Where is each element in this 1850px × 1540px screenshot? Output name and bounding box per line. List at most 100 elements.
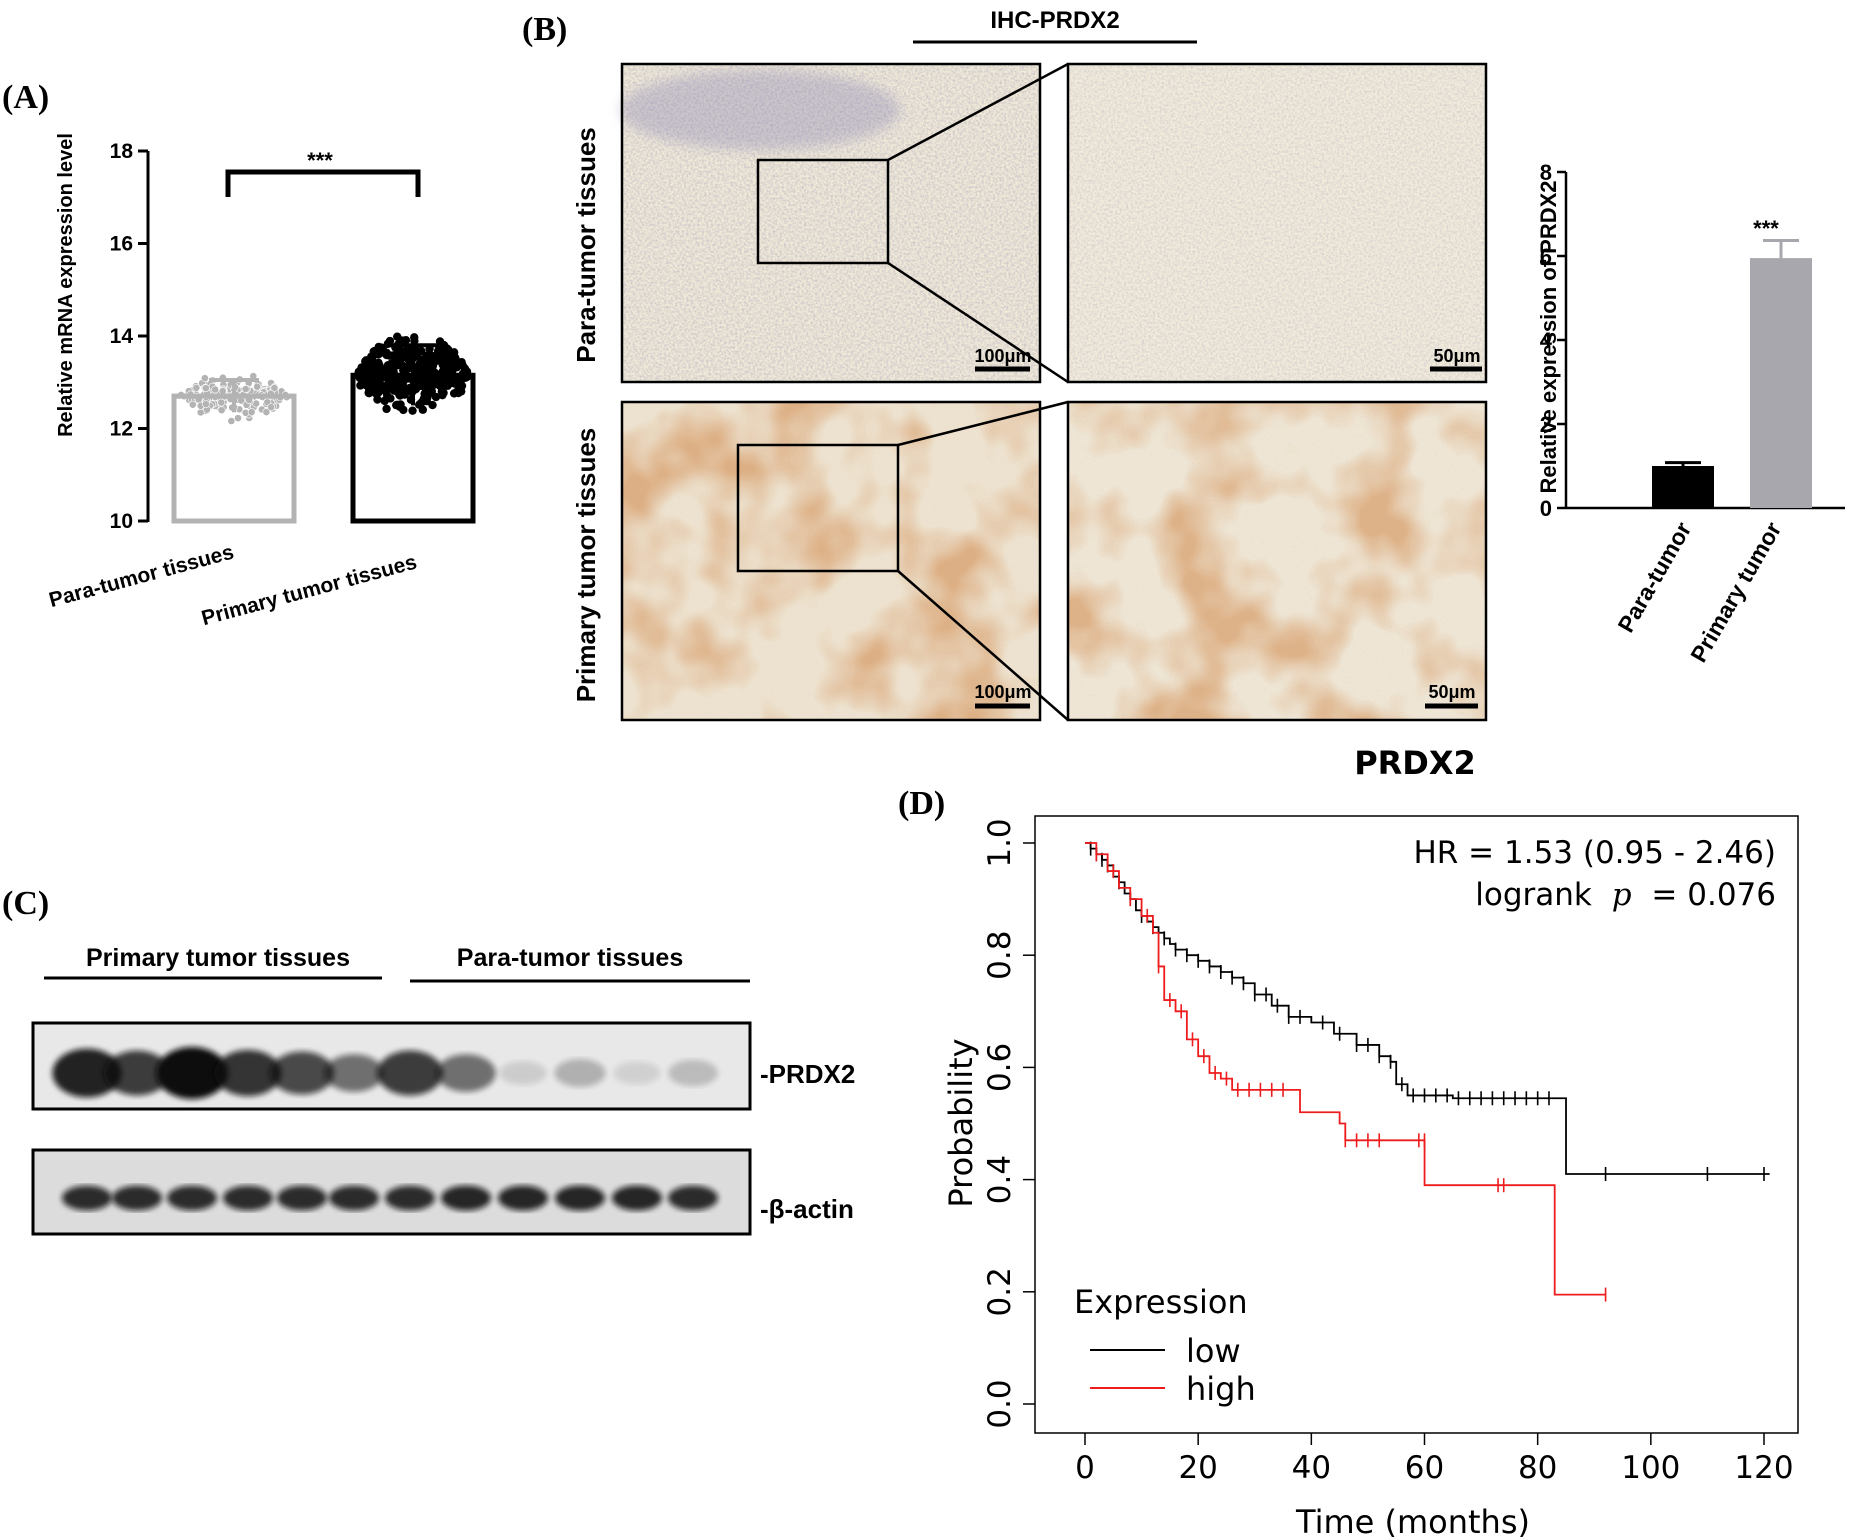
legend-entry: low bbox=[1186, 1332, 1241, 1370]
panel-b-label: (B) bbox=[522, 11, 567, 48]
data-point bbox=[253, 382, 262, 391]
data-point bbox=[267, 403, 275, 412]
y-tick-label: 0.2 bbox=[982, 1267, 1018, 1316]
panel-d-annotation-logrank: logrank p = 0.076 bbox=[1475, 877, 1776, 913]
data-point bbox=[192, 383, 201, 392]
y-tick-label: 0.6 bbox=[982, 1043, 1018, 1092]
data-point bbox=[414, 360, 424, 369]
western-band-label: -PRDX2 bbox=[760, 1059, 855, 1089]
data-point bbox=[408, 406, 417, 415]
western-band bbox=[385, 1185, 435, 1211]
y-tick-label: 4 bbox=[1540, 328, 1553, 353]
panel-b-bar-y-axis-label: Relative expression of PRDX2 bbox=[1536, 180, 1561, 493]
data-point bbox=[410, 333, 419, 342]
panel-a-points bbox=[171, 332, 476, 524]
panel-d-x-axis-label: Time (months) bbox=[1295, 1503, 1530, 1540]
data-point bbox=[427, 378, 437, 387]
panel-b: (B) IHC-PRDX2 Para-tumor tissues Primary… bbox=[522, 7, 1845, 722]
data-point bbox=[377, 343, 386, 352]
y-tick-label: 1.0 bbox=[982, 818, 1018, 867]
data-point bbox=[393, 332, 402, 341]
panel-b-bars bbox=[1652, 238, 1812, 508]
mean-bar bbox=[171, 393, 297, 524]
panel-d-title: PRDX2 bbox=[1354, 744, 1476, 782]
data-point bbox=[247, 408, 256, 416]
data-point bbox=[270, 384, 279, 392]
data-point bbox=[234, 414, 242, 423]
scale-bar: 50μm bbox=[1430, 346, 1482, 372]
data-point bbox=[211, 385, 220, 394]
zoom-indicator-para bbox=[756, 62, 1069, 384]
logrank-prefix: logrank bbox=[1475, 877, 1592, 913]
data-point bbox=[217, 406, 226, 415]
data-point bbox=[356, 381, 365, 390]
data-point bbox=[450, 354, 459, 364]
micrograph-para-tumor-high bbox=[1066, 62, 1488, 384]
data-point bbox=[386, 394, 395, 403]
y-tick-label: 0.0 bbox=[982, 1379, 1018, 1428]
western-band bbox=[104, 1050, 170, 1096]
panel-d-curves bbox=[1085, 841, 1770, 1302]
panel-c-label: (C) bbox=[2, 885, 49, 922]
western-blot-actin bbox=[31, 1148, 752, 1236]
panel-c: (C) Primary tumor tissues Para-tumor tis… bbox=[2, 885, 855, 1236]
data-point bbox=[433, 346, 443, 356]
x-tick-label: 80 bbox=[1518, 1450, 1557, 1486]
data-point bbox=[387, 383, 396, 392]
data-point bbox=[444, 353, 453, 362]
data-point bbox=[420, 381, 429, 390]
plot-frame bbox=[1034, 815, 1799, 1434]
panel-a-axes: 10 12 14 16 18 bbox=[110, 140, 150, 533]
panel-b-header: IHC-PRDX2 bbox=[990, 7, 1119, 34]
western-band bbox=[555, 1185, 605, 1211]
western-blot-prdx2 bbox=[31, 1021, 752, 1111]
y-tick-label: 16 bbox=[110, 233, 133, 256]
western-band bbox=[499, 1061, 547, 1085]
data-point bbox=[431, 392, 441, 402]
western-group-label: Primary tumor tissues bbox=[86, 944, 350, 972]
micrograph-primary-tumor-low bbox=[620, 400, 1042, 722]
data-point bbox=[417, 346, 426, 356]
y-tick-label: 0 bbox=[1540, 496, 1552, 521]
data-point bbox=[400, 383, 409, 392]
panel-d-y-axis-label: Probability bbox=[942, 1038, 980, 1207]
western-band bbox=[156, 1047, 228, 1099]
panel-d-label: (D) bbox=[898, 785, 945, 822]
panel-a: (A) Relative mRNA expression level 10121… bbox=[2, 79, 476, 630]
scale-bar-label: 50μm bbox=[1433, 346, 1480, 366]
data-point bbox=[423, 351, 432, 360]
panel-a-significance: *** bbox=[307, 148, 333, 173]
data-point bbox=[430, 357, 439, 366]
data-point bbox=[357, 363, 366, 372]
data-point bbox=[449, 389, 459, 398]
western-band bbox=[324, 1054, 384, 1092]
y-tick-label: 2 bbox=[1540, 412, 1552, 437]
x-tick-label: 20 bbox=[1178, 1450, 1217, 1486]
y-tick-label: 18 bbox=[110, 140, 134, 163]
data-point bbox=[202, 400, 210, 409]
scale-bar: 100μm bbox=[974, 682, 1032, 709]
western-band bbox=[377, 1050, 443, 1096]
data-point bbox=[400, 390, 409, 399]
legend-entry: high bbox=[1186, 1370, 1256, 1408]
x-tick-label: 40 bbox=[1292, 1450, 1331, 1486]
y-tick-label: 0.4 bbox=[982, 1155, 1018, 1204]
western-band bbox=[441, 1185, 491, 1211]
x-tick-label: 60 bbox=[1405, 1450, 1444, 1486]
western-band bbox=[668, 1185, 718, 1211]
x-tick-label: 120 bbox=[1734, 1450, 1793, 1486]
data-point bbox=[188, 400, 197, 409]
panel-a-label: (A) bbox=[2, 79, 49, 116]
western-band bbox=[62, 1185, 112, 1211]
scale-bar: 100μm bbox=[974, 346, 1032, 372]
data-point bbox=[241, 385, 250, 393]
scale-bar-label: 100μm bbox=[974, 682, 1031, 702]
micrograph-primary-tumor-high bbox=[1066, 400, 1488, 722]
data-point bbox=[380, 384, 389, 393]
western-band bbox=[269, 1051, 335, 1095]
data-point bbox=[371, 389, 381, 398]
data-point bbox=[392, 350, 401, 360]
data-point bbox=[438, 381, 448, 390]
scale-bar-label: 100μm bbox=[974, 346, 1031, 366]
